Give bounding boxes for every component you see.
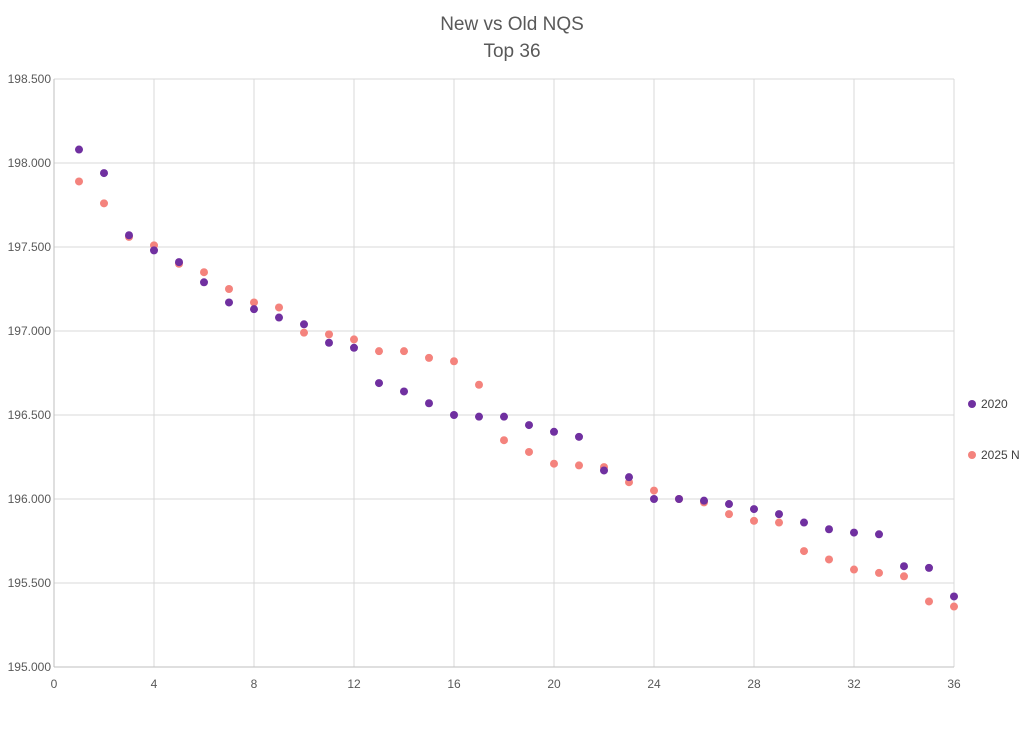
data-point-2025-n bbox=[850, 565, 858, 574]
data-point-2020 bbox=[800, 518, 808, 527]
y-tick-label: 195.000 bbox=[8, 660, 52, 674]
data-point-2020 bbox=[950, 592, 958, 601]
data-point-2020 bbox=[125, 231, 133, 240]
x-tick-label: 36 bbox=[947, 677, 961, 691]
data-point-2020 bbox=[100, 169, 108, 178]
data-point-2020 bbox=[925, 563, 933, 572]
x-tick-label: 4 bbox=[151, 677, 158, 691]
data-point-2020 bbox=[225, 298, 233, 307]
data-point-2020 bbox=[850, 528, 858, 537]
data-point-2020 bbox=[175, 258, 183, 267]
data-point-2025-n bbox=[775, 518, 783, 527]
y-tick-label: 197.500 bbox=[8, 240, 52, 254]
chart-subtitle: Top 36 bbox=[483, 41, 541, 62]
data-point-2025-n bbox=[250, 298, 258, 307]
data-point-2025-n bbox=[875, 568, 883, 577]
x-tick-label: 28 bbox=[747, 677, 761, 691]
data-point-2020 bbox=[625, 473, 633, 482]
data-point-2025-n bbox=[225, 285, 233, 293]
data-point-2020 bbox=[575, 432, 583, 441]
data-point-2020 bbox=[450, 411, 458, 419]
data-point-2020 bbox=[300, 320, 308, 329]
data-point-2025-n bbox=[400, 347, 408, 356]
x-tick-label: 16 bbox=[447, 677, 461, 691]
data-point-2025-n bbox=[200, 268, 208, 277]
x-tick-label: 20 bbox=[547, 677, 561, 691]
data-point-2020 bbox=[325, 338, 333, 347]
data-point-2025-n bbox=[325, 330, 333, 339]
data-point-2025-n bbox=[500, 436, 508, 445]
axes: 195.000 195.500 196.000 196.500 197.000 197.5… bbox=[8, 72, 961, 691]
legend-label-2020: 2020 bbox=[981, 397, 1008, 411]
chart-title: New vs Old NQS bbox=[440, 14, 584, 35]
data-point-2020 bbox=[650, 495, 658, 503]
data-point-2025-n bbox=[925, 597, 933, 606]
data-point-2020 bbox=[775, 510, 783, 519]
data-point-2025-n bbox=[575, 461, 583, 470]
data-point-2020 bbox=[700, 496, 708, 505]
data-point-2025-n bbox=[475, 380, 483, 389]
data-point-2020 bbox=[350, 343, 358, 352]
legend-item-2020: 2020 bbox=[968, 397, 1008, 411]
data-point-2025-n bbox=[900, 572, 908, 581]
x-tick-label: 12 bbox=[347, 677, 361, 691]
x-tick-label: 0 bbox=[51, 677, 58, 691]
data-point-2020 bbox=[525, 421, 533, 430]
data-point-2025-n bbox=[425, 353, 433, 362]
data-point-2020 bbox=[500, 412, 508, 421]
data-point-2025-n bbox=[450, 357, 458, 366]
x-tick-label: 8 bbox=[251, 677, 258, 691]
data-point-2020 bbox=[825, 525, 833, 534]
data-point-2025-n bbox=[825, 555, 833, 564]
data-points bbox=[75, 145, 958, 611]
x-tick-label: 24 bbox=[647, 677, 661, 691]
data-point-2025-n bbox=[100, 199, 108, 208]
data-point-2025-n bbox=[275, 303, 283, 312]
data-point-2020 bbox=[425, 399, 433, 408]
x-tick-label: 32 bbox=[847, 677, 861, 691]
data-point-2020 bbox=[725, 500, 733, 509]
data-point-2020 bbox=[275, 313, 283, 322]
legend-marker-2020 bbox=[968, 400, 976, 408]
y-tick-label: 197.000 bbox=[8, 324, 52, 338]
data-point-2025-n bbox=[525, 447, 533, 456]
y-tick-label: 196.500 bbox=[8, 408, 52, 422]
data-point-2025-n bbox=[800, 547, 808, 556]
legend-label-2025-n: 2025 N bbox=[981, 448, 1020, 462]
data-point-2020 bbox=[900, 562, 908, 571]
data-point-2020 bbox=[75, 145, 83, 154]
legend-item-2025-n: 2025 N bbox=[968, 448, 1020, 462]
data-point-2025-n bbox=[950, 602, 958, 611]
data-point-2025-n bbox=[550, 459, 558, 468]
data-point-2025-n bbox=[750, 516, 758, 525]
data-point-2020 bbox=[675, 495, 683, 503]
data-point-2025-n bbox=[725, 510, 733, 519]
data-point-2020 bbox=[875, 530, 883, 539]
y-tick-label: 196.000 bbox=[8, 492, 52, 506]
data-point-2025-n bbox=[350, 335, 358, 344]
data-point-2020 bbox=[600, 466, 608, 475]
data-point-2020 bbox=[475, 412, 483, 421]
data-point-2020 bbox=[150, 246, 158, 255]
legend-marker-2025-n bbox=[968, 451, 976, 459]
data-point-2025-n bbox=[300, 328, 308, 337]
data-point-2020 bbox=[550, 427, 558, 436]
y-tick-label: 195.500 bbox=[8, 576, 52, 590]
grid-lines bbox=[54, 78, 955, 667]
data-point-2020 bbox=[375, 379, 383, 388]
data-point-2020 bbox=[750, 505, 758, 514]
y-tick-label: 198.000 bbox=[8, 156, 52, 170]
data-point-2020 bbox=[400, 387, 408, 396]
data-point-2020 bbox=[250, 305, 258, 314]
data-point-2025-n bbox=[650, 486, 658, 495]
data-point-2025-n bbox=[75, 177, 83, 186]
data-point-2025-n bbox=[375, 347, 383, 356]
y-tick-label: 198.500 bbox=[8, 72, 52, 86]
data-point-2020 bbox=[200, 278, 208, 287]
